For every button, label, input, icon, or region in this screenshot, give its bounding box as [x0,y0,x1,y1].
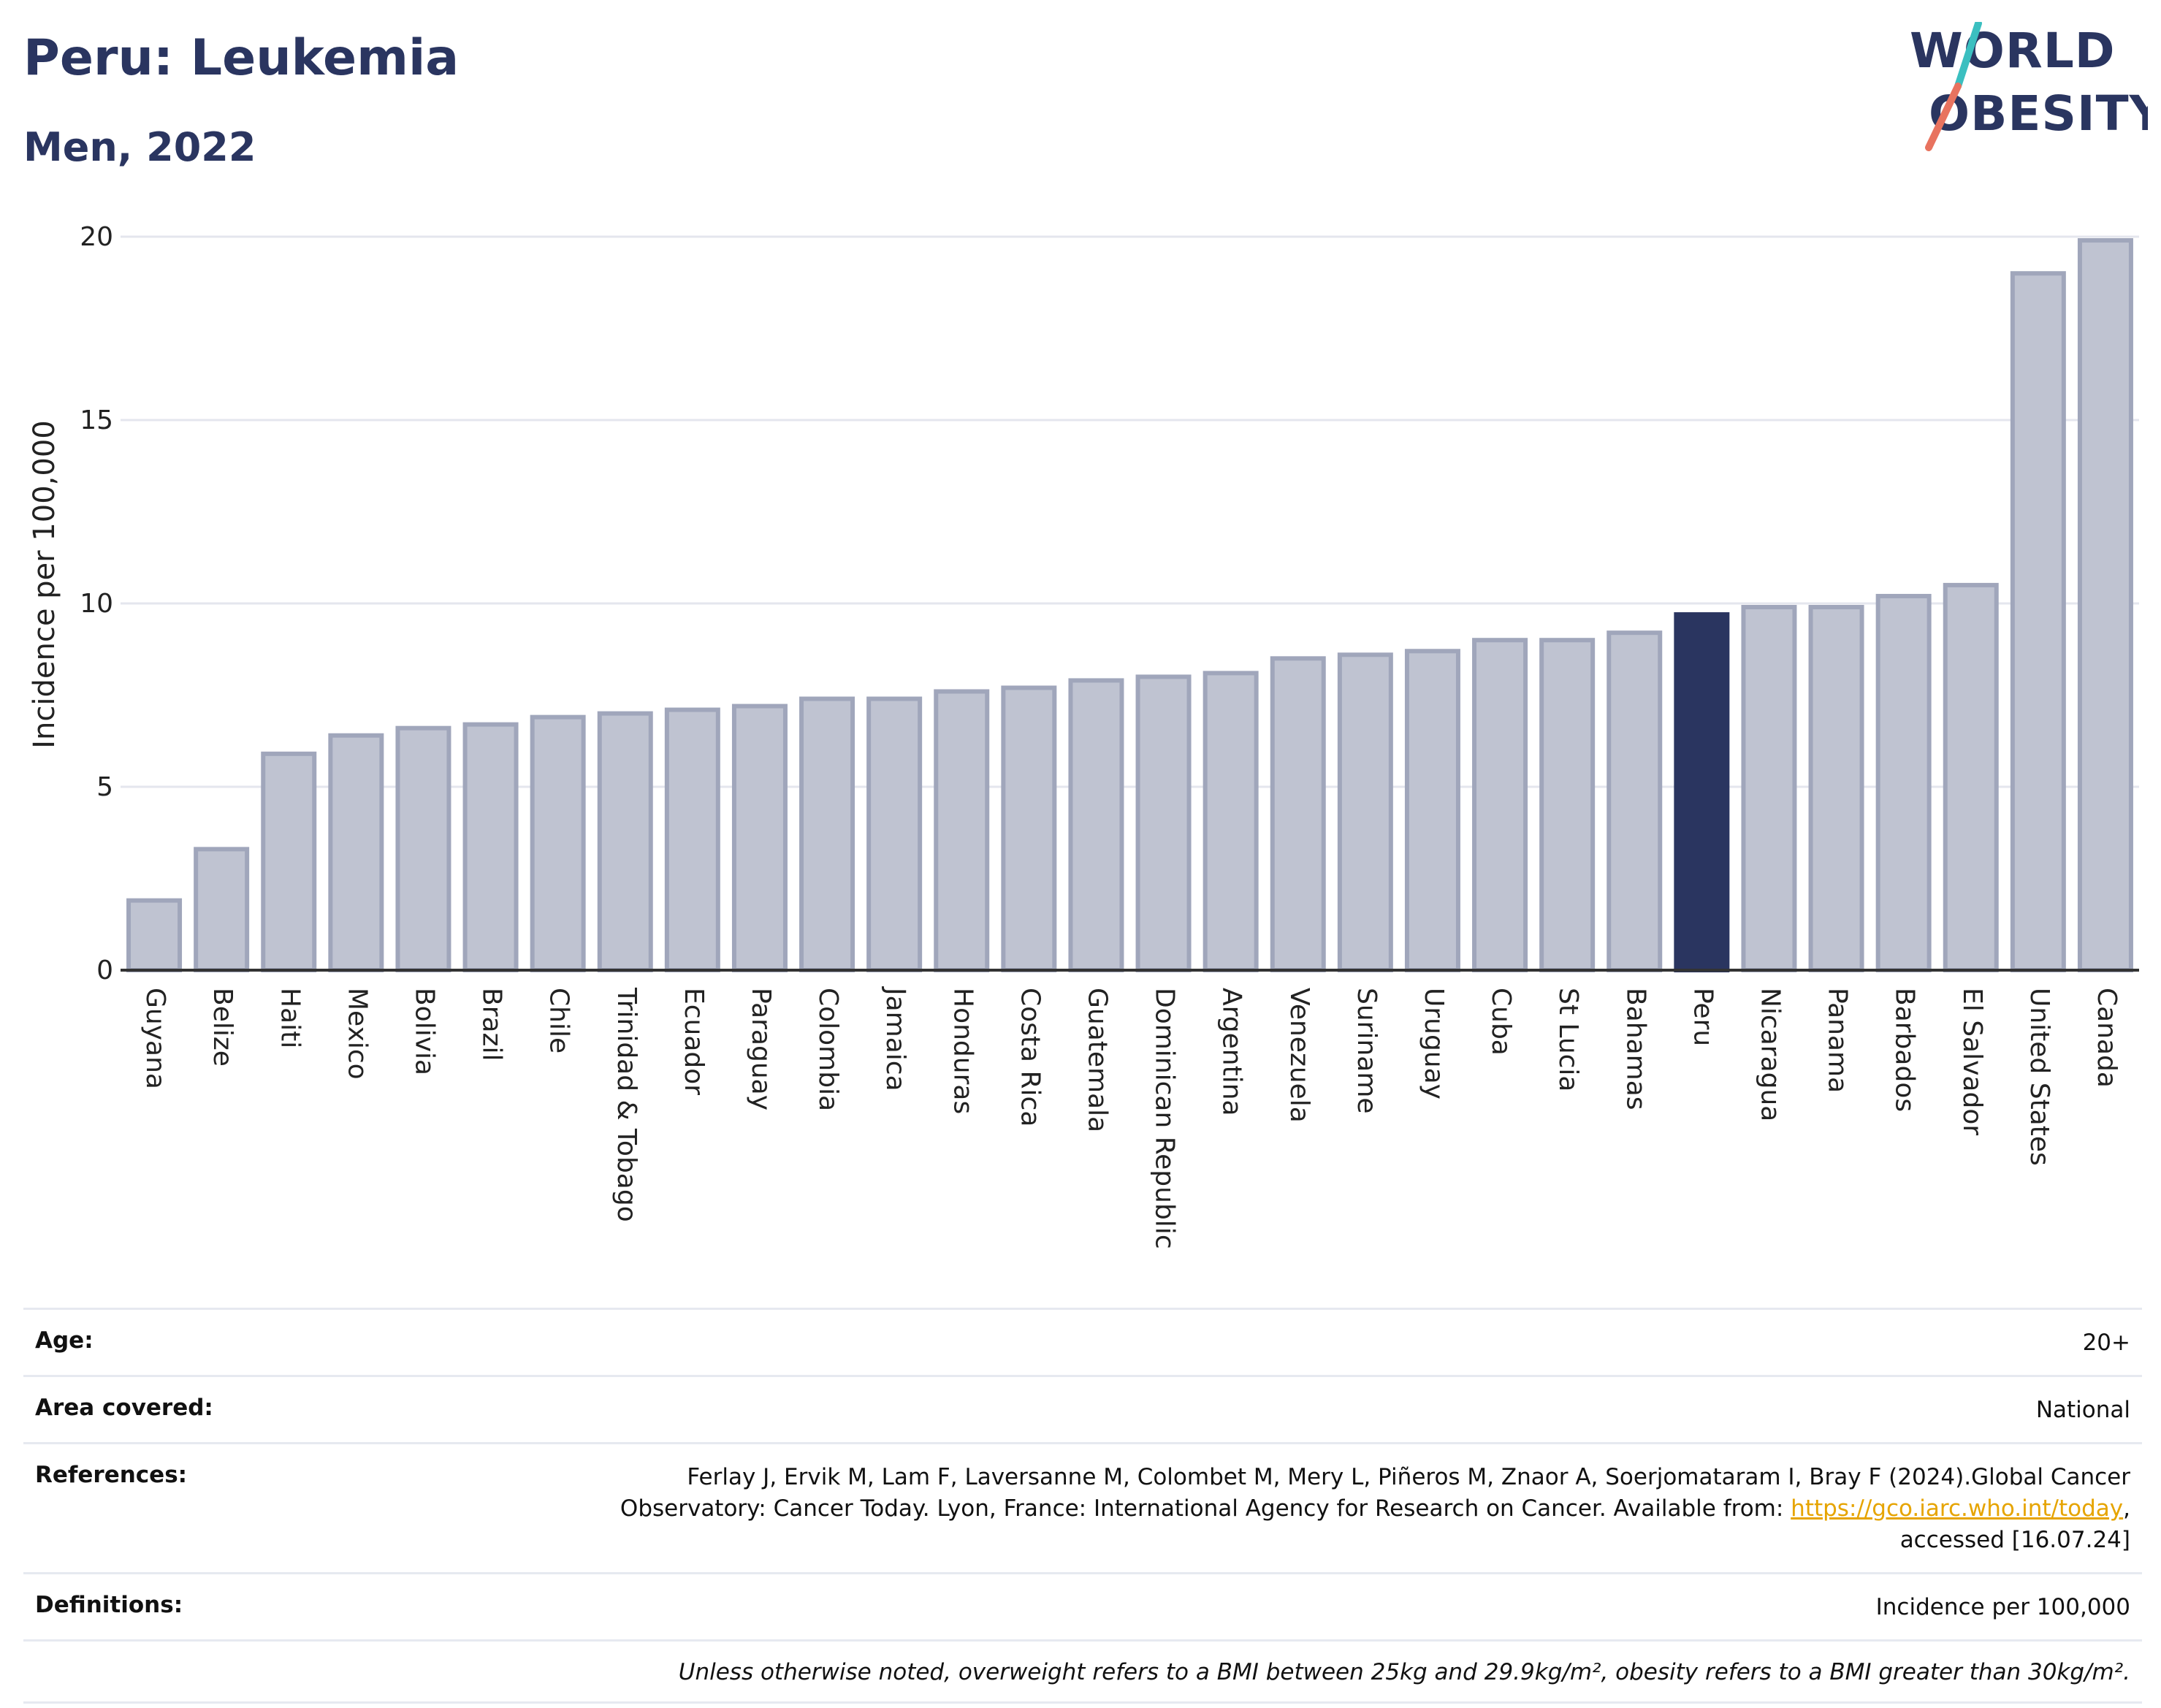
logo-line-2: OBESITY [1929,85,2148,142]
x-tick-label: Guatemala [1082,988,1112,1132]
bar-trinidad-tobago [597,711,653,972]
references-line-1: Ferlay J, Ervik M, Lam F, Laversanne M, … [687,1464,2130,1490]
bar-barbados [1875,593,1932,972]
y-tick-label: 0 [96,956,113,985]
x-tick-label: Paraguay [746,988,776,1110]
bar-panama [1808,605,1864,973]
x-tick-label: Cuba [1486,988,1516,1056]
x-tick-label: Peru [1688,988,1718,1046]
bar-uruguay [1404,649,1460,972]
bar-ecuador [664,707,720,973]
x-axis-labels: Guyana Belize Haiti Mexico Bolivia Brazil Chil… [140,986,2122,1249]
age-value: 20+ [2082,1330,2130,1356]
x-tick-label: Jamaica [880,986,910,1091]
bmi-note: Unless otherwise noted, overweight refer… [678,1659,2130,1685]
logo-line-1: WORLD [1910,23,2116,79]
y-axis-ticks: 0 5 10 15 20 [80,222,113,985]
x-tick-label: Canada [2092,988,2122,1088]
bar-st-lucia [1539,638,1596,972]
area-label: Area covered: [35,1395,213,1421]
y-tick-label: 20 [80,222,113,252]
x-tick-label: Bolivia [409,988,439,1075]
x-tick-label: Haiti [275,988,305,1048]
bar-canada [2077,238,2133,972]
x-tick-label: Bahamas [1620,988,1650,1110]
x-tick-label: Trinidad & Tobago [611,987,641,1222]
meta-row-area: Area covered: National [23,1375,2142,1442]
age-label: Age: [35,1327,94,1354]
x-tick-label: El Salvador [1957,988,1987,1135]
bar-venezuela [1270,656,1326,972]
references-label: References: [35,1462,188,1488]
x-tick-label: Panama [1823,988,1853,1093]
bar-peru [1674,612,1730,972]
bar-costa-rica [1001,685,1057,973]
definitions-value: Incidence per 100,000 [1875,1594,2130,1620]
references-value: Ferlay J, Ervik M, Lam F, Laversanne M, … [620,1462,2130,1556]
x-tick-label: United States [2024,988,2054,1166]
x-tick-label: Venezuela [1284,988,1314,1123]
bar-belize [194,847,250,972]
bar-suriname [1337,652,1393,973]
grid-lines [121,235,2139,788]
references-link[interactable]: https://gco.iarc.who.int/today [1791,1495,2124,1522]
bar-chart: 0 5 10 15 20 Guyana Belize Haiti Mexico Bolivia B… [28,222,2139,1249]
x-tick-label: Brazil [477,988,507,1061]
x-tick-label: Mexico [342,988,372,1080]
metadata-table: Age: 20+ Area covered: National Referenc… [23,1308,2142,1704]
x-tick-label: Uruguay [1419,988,1449,1099]
bar-chile [530,714,586,972]
x-tick-label: Ecuador [679,988,709,1095]
page-subtitle: Men, 2022 [23,124,256,170]
bar-guatemala [1068,678,1124,972]
bar-cuba [1472,638,1528,972]
bar-bahamas [1607,630,1663,972]
references-line-2-end: , [2123,1495,2130,1522]
bar-el-salvador [1943,582,1999,972]
bar-honduras [934,689,990,972]
x-tick-label: Colombia [813,988,843,1111]
x-tick-label: Belize [207,988,237,1067]
x-tick-label: Dominican Republic [1150,988,1180,1249]
references-line-3: accessed [16.07.24] [1899,1527,2130,1553]
bar-dominican-republic [1135,674,1192,973]
bar-united-states [2010,271,2066,972]
bar-jamaica [866,696,923,973]
x-tick-label: Argentina [1217,988,1247,1116]
references-line-2: Observatory: Cancer Today. Lyon, France:… [620,1495,1791,1522]
bar-bolivia [395,725,451,972]
y-axis-title: Incidence per 100,000 [28,420,61,749]
y-tick-label: 10 [80,589,113,619]
bar-argentina [1203,671,1259,972]
bar-guyana [126,898,183,972]
meta-row-note: Unless otherwise noted, overweight refer… [23,1639,2142,1704]
x-tick-label: Nicaragua [1755,988,1785,1121]
area-value: National [2035,1397,2130,1423]
x-tick-label: Honduras [948,988,977,1114]
logo-slash-top [1954,22,1982,90]
x-tick-label: Suriname [1352,988,1381,1114]
meta-row-references: References: Ferlay J, Ervik M, Lam F, La… [23,1442,2142,1572]
x-tick-label: Costa Rica [1015,988,1045,1126]
x-tick-label: St Lucia [1553,988,1583,1092]
meta-row-age: Age: 20+ [23,1308,2142,1375]
bar-haiti [261,751,317,972]
x-tick-label: Guyana [140,988,170,1089]
meta-row-definitions: Definitions: Incidence per 100,000 [23,1572,2142,1639]
bars [126,238,2133,973]
x-tick-label: Barbados [1890,988,1920,1112]
bar-mexico [328,733,384,972]
x-tick-label: Chile [544,988,574,1053]
bar-colombia [799,696,855,973]
world-obesity-logo: WORLD OBESITY [1910,22,2148,151]
bar-nicaragua [1741,605,1797,973]
bar-paraguay [731,704,788,972]
bar-brazil [462,722,519,972]
y-tick-label: 5 [96,772,113,802]
logo-slash-bottom [1925,83,1962,151]
y-tick-label: 15 [80,405,113,435]
definitions-label: Definitions: [35,1592,183,1618]
page-title: Peru: Leukemia [23,29,460,87]
